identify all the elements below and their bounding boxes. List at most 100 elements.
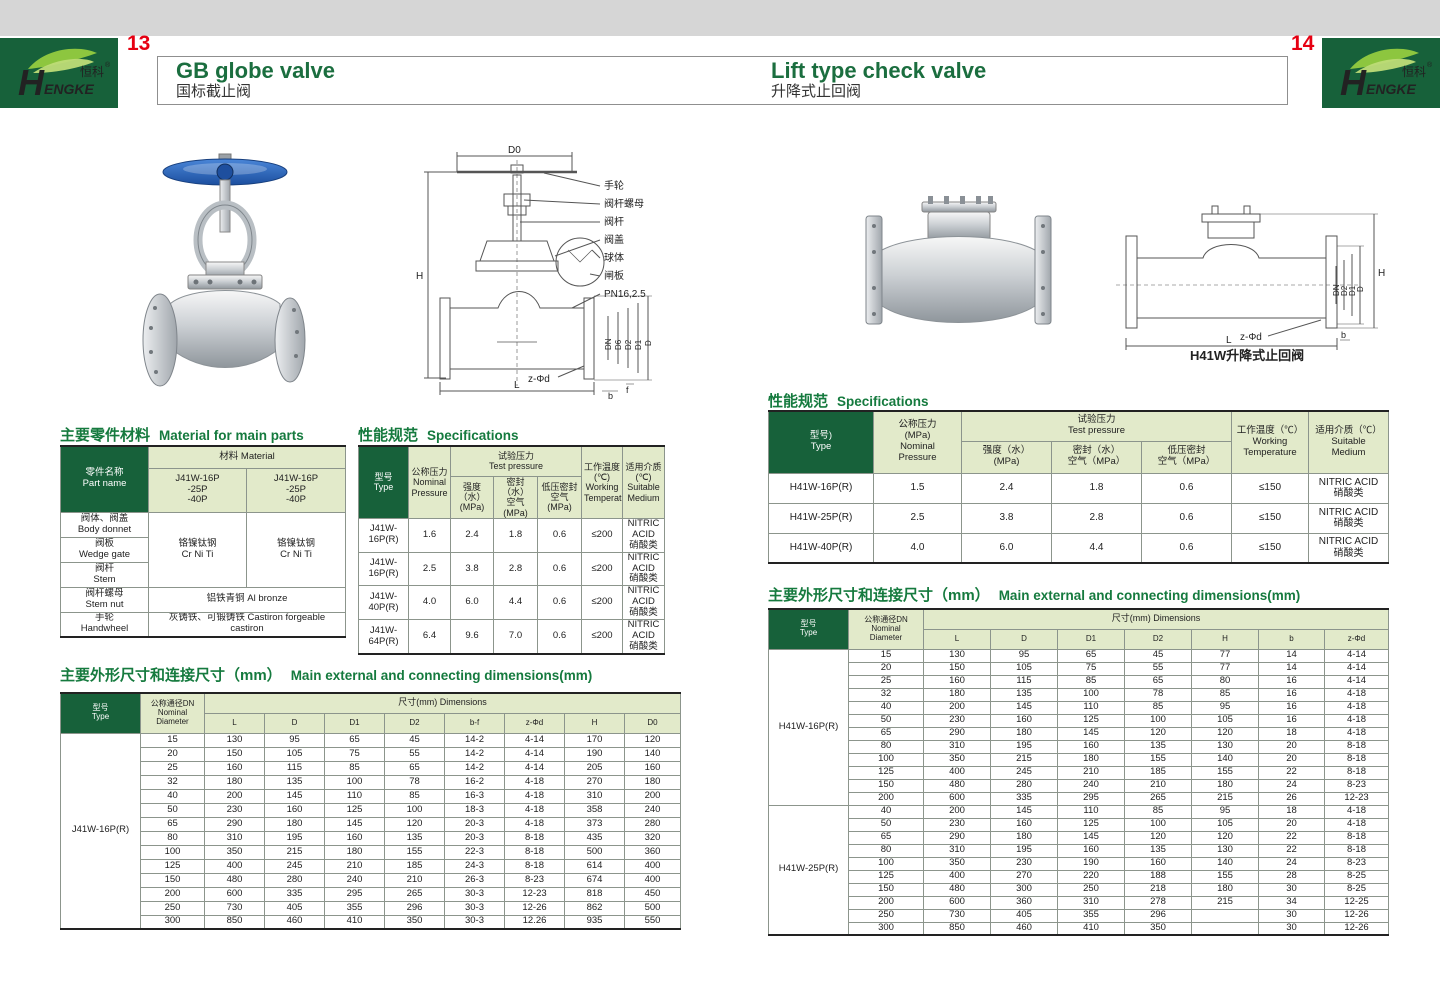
- table-cell: 818: [564, 886, 625, 902]
- table-cell: 355: [324, 900, 385, 916]
- table-cell: 145: [990, 804, 1058, 819]
- dim-label-d0: D0: [508, 146, 521, 156]
- table-cell: NITRIC ACID 硝酸类: [1308, 532, 1390, 564]
- table-cell: 8-25: [1324, 869, 1389, 884]
- col-header-material: 材料 Material: [148, 445, 346, 469]
- col-header-strength: 强度（水） (MPa): [961, 440, 1052, 474]
- table-cell: 278: [1124, 895, 1192, 910]
- table-cell: 215: [264, 844, 325, 860]
- table-cell: 250: [1057, 882, 1125, 897]
- table-cell: 600: [204, 886, 265, 902]
- table-cell: H41W-25P(R): [768, 502, 874, 534]
- table-cell: 30-3: [444, 914, 505, 930]
- table-cell: 16: [1258, 687, 1325, 702]
- table-cell: 85: [1124, 804, 1192, 819]
- table-cell: J41W-64P(R): [358, 619, 409, 655]
- left-dimensions-table-body: J41W-16P(R) 15 130 95 65 45 14-2 4-14 170 120 20 15…: [60, 732, 682, 930]
- dim-label-dn: DN: [1332, 284, 1341, 296]
- table-cell: 150: [848, 882, 924, 897]
- table-cell: 140: [1191, 752, 1259, 767]
- registered-mark: ®: [1427, 61, 1433, 69]
- table-cell: 215: [990, 752, 1058, 767]
- table-cell: NITRIC ACID 硝酸类: [622, 619, 666, 655]
- table-cell: 125: [848, 765, 924, 780]
- table-cell: 24-3: [444, 858, 505, 874]
- table-cell: NITRIC ACID 硝酸类: [1308, 472, 1390, 504]
- left-title-zh: 国标截止阀: [176, 83, 252, 101]
- table-cell: 75: [324, 746, 385, 762]
- left-title-en: GB globe valve: [176, 58, 335, 83]
- table-cell: 25: [140, 760, 205, 776]
- dim-label-zphid: z-Φd: [1240, 332, 1262, 343]
- table-cell: 85: [1057, 674, 1125, 689]
- hengke-logo-art: H ENGKE 恒科 ®: [18, 48, 111, 103]
- table-cell: 250: [848, 908, 924, 923]
- col-header-D: D: [990, 628, 1058, 650]
- table-cell: 200: [848, 895, 924, 910]
- table-cell: 18: [1258, 804, 1325, 819]
- table-cell: 26: [1258, 791, 1325, 806]
- table-cell: 14: [1258, 648, 1325, 663]
- table-cell: 170: [564, 732, 625, 748]
- table-cell: 180: [204, 774, 265, 790]
- table-cell: 245: [264, 858, 325, 874]
- right-dims-section-title: 主要外形尺寸和连接尺寸（mm） Main external and connect…: [768, 584, 1300, 605]
- table-cell: 130: [1191, 843, 1259, 858]
- table-cell: 2.4: [961, 472, 1052, 504]
- table-cell: 373: [564, 816, 625, 832]
- table-cell: 2.5: [873, 502, 962, 534]
- globe-valve-photo: [142, 153, 306, 387]
- col-header-working-temp: 工作温度 (℃) Working Temperature: [581, 445, 624, 519]
- page-number-left: 13: [127, 32, 151, 55]
- table-cell: 4.0: [408, 585, 451, 621]
- table-cell: 310: [204, 830, 265, 846]
- section-title-zh: 性能规范: [358, 427, 419, 444]
- part-label-stem: 阀杆: [604, 215, 624, 228]
- table-cell: 40: [848, 700, 924, 715]
- table-cell: 120: [384, 816, 445, 832]
- table-cell: 4-18: [504, 816, 565, 832]
- table-cell: 95: [1191, 700, 1259, 715]
- table-cell: 75: [1057, 661, 1125, 676]
- dim-label-d: D: [644, 340, 653, 346]
- table-cell: 290: [923, 830, 991, 845]
- table-cell: 20-3: [444, 816, 505, 832]
- table-cell: 145: [1057, 726, 1125, 741]
- table-cell: 4-14: [504, 760, 565, 776]
- table-cell: J41W-16P(R): [358, 517, 409, 553]
- table-cell: ≤150: [1231, 502, 1310, 534]
- logo-letter-h: H: [1340, 62, 1367, 103]
- table-cell: 295: [1057, 791, 1125, 806]
- col-header-test-pressure: 试验压力 Test pressure: [960, 410, 1233, 442]
- table-cell: 480: [923, 882, 991, 897]
- table-cell: 120: [1191, 830, 1259, 845]
- table-cell: ≤200: [581, 517, 624, 553]
- table-cell: 450: [623, 886, 682, 902]
- table-cell: 460: [990, 921, 1058, 936]
- table-cell: 0.6: [536, 551, 583, 587]
- table-cell: 15: [140, 732, 205, 748]
- check-valve-drawing: H DN D2 D1 D z-Φd L b H41W升降式止回阀: [1116, 205, 1385, 363]
- right-spec-section-title: 性能规范 Specifications: [768, 390, 929, 411]
- table-cell: 135: [384, 830, 445, 846]
- table-cell: 280: [264, 872, 325, 888]
- col-header-D: D: [264, 712, 325, 734]
- table-cell: ≤200: [581, 619, 624, 655]
- table-cell: 4-14: [1324, 661, 1389, 676]
- table-cell: 100: [848, 752, 924, 767]
- dim-label-f: f: [626, 385, 629, 395]
- dim-label-zphid: z-Φd: [528, 374, 550, 385]
- table-cell: 218: [1124, 882, 1192, 897]
- table-cell: 614: [564, 858, 625, 874]
- table-cell: 400: [204, 858, 265, 874]
- table-cell: 45: [384, 732, 445, 748]
- col-header-bf: b-f: [444, 712, 505, 734]
- col-header-D1: D1: [1057, 628, 1125, 650]
- table-cell: 0.6: [536, 619, 583, 655]
- table-cell: 77: [1191, 661, 1259, 676]
- table-cell: 15: [848, 648, 924, 663]
- col-header-H: H: [1191, 628, 1259, 650]
- table-cell: 6.4: [408, 619, 451, 655]
- label-pn: PN16,2.5: [604, 289, 646, 300]
